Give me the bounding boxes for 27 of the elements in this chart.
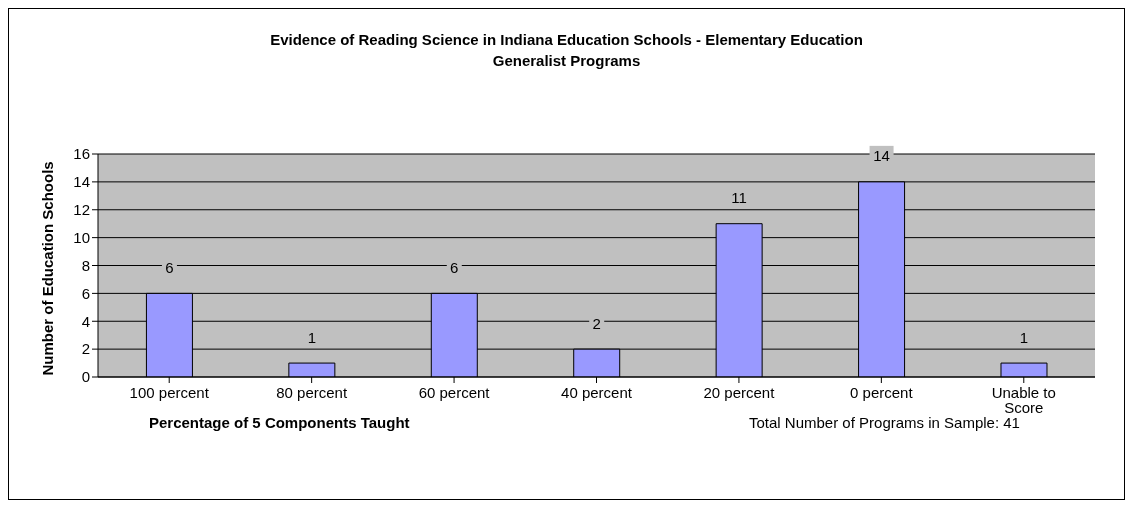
y-tick-label: 0 [81, 368, 90, 386]
data-label: 11 [731, 189, 747, 207]
data-label: 1 [307, 328, 317, 346]
data-label: 1 [1019, 328, 1029, 346]
y-tick-label: 6 [81, 284, 90, 302]
y-tick-label: 8 [81, 256, 90, 274]
x-tick-label: 40 percent [561, 383, 633, 401]
x-tick-label: 80 percent [276, 383, 348, 401]
x-axis-title: Percentage of 5 Components Taught [149, 414, 410, 431]
y-tick-label: 4 [81, 312, 90, 330]
x-tick-label: 100 percent [129, 383, 210, 401]
y-tick-label: 16 [73, 145, 90, 163]
y-tick-label: 10 [73, 228, 90, 246]
data-label: 2 [592, 314, 601, 332]
data-label: 6 [450, 258, 459, 276]
y-tick-label: 12 [73, 201, 90, 219]
data-label: 6 [165, 258, 174, 276]
text: Total Number of Programs in Sample: 41 [749, 414, 1020, 431]
y-axis-title: Number of Education Schools [39, 161, 57, 376]
y-tick-label: 2 [81, 340, 90, 358]
x-tick-label: 20 percent [703, 383, 776, 401]
x-tick-label: Unable to Score [991, 383, 1056, 416]
y-tick-label: 14 [73, 173, 90, 191]
x-tick-label: 0 percent [850, 383, 914, 401]
x-tick-label: 60 percent [418, 383, 491, 401]
data-label: 14 [873, 147, 890, 165]
chart-title: Evidence of Reading Science in Indiana Education Schools - Elementary Education Generalist Programs [269, 30, 864, 71]
